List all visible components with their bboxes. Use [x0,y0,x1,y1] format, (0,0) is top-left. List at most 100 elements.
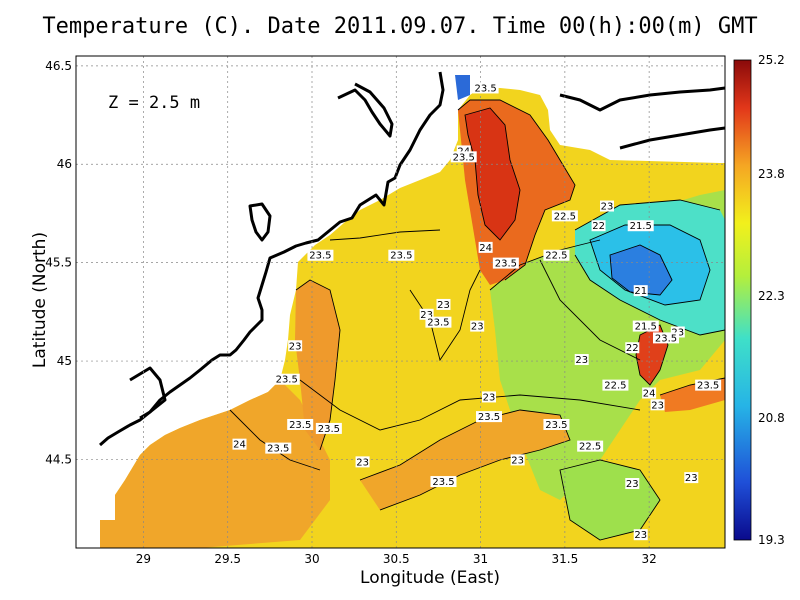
contour-label: 23 [437,300,450,311]
contour-line [295,279,341,451]
x-tick-label: 30 [304,552,319,566]
contour-label: 22 [592,221,605,232]
contour-label: 23 [420,310,433,321]
contour-label-bg [670,326,685,338]
y-tick-label: 46 [57,157,72,171]
contour-label: 23 [356,457,369,468]
contour-label-bg [273,373,300,385]
contour-label: 23.5 [495,259,517,270]
contour-label-bg [265,442,292,454]
contour-label-bg [543,249,570,261]
contour-label-bg [602,379,629,391]
contour-label-bg [632,320,659,332]
x-tick-label: 29.5 [214,552,241,566]
contour-label-bg [591,220,606,232]
contour-label-bg [625,478,640,490]
colorbar-tick-label: 20.8 [758,411,785,425]
contour-label-bg [419,308,434,320]
x-tick-label: 31.5 [551,552,578,566]
contour-label-bg [543,418,570,430]
warm-core-north [465,108,520,240]
contour-label: 23.5 [655,333,677,344]
warm-band-south [360,410,570,510]
contour-label: 23.5 [390,251,412,262]
contour-label-bg [476,411,502,423]
contour-label-bg [232,438,247,450]
cold-eddy-core [610,245,672,295]
contour-label-bg [510,454,525,466]
contour-label: 23 [511,455,524,466]
contour-label-bg [470,320,485,332]
contour-label-bg [315,422,342,434]
y-axis-label: Latitude (North) [30,231,50,369]
coastline-island-west [248,202,272,242]
plot-frame [75,55,726,549]
x-tick-label: 32 [642,552,657,566]
contour-label-bg [388,249,415,261]
colorbar-tick-label: 23.8 [758,167,785,181]
x-tick-label: 29 [136,552,151,566]
contour-label-bg [287,418,314,430]
contour-label: 23.5 [697,381,719,392]
x-tick-labels: 29 29.5 30 30.5 31 31.5 32 [136,552,657,566]
contour-label-bg [625,342,640,354]
contour-label-bg [684,472,699,484]
contour-label-bg [307,249,334,261]
contour-line [329,229,441,241]
chart-title: Temperature (C). Date 2011.09.07. Time 0… [42,14,758,39]
contour-label: 23.5 [276,375,298,386]
contour-label: 23.5 [453,152,475,163]
cold-inshore-patch [455,75,470,100]
warm-band-west [295,280,340,450]
y-tick-label: 44.5 [45,452,72,466]
contour-label-bg [482,391,496,403]
y-tick-labels: 44.5 45 45.5 46 46.5 [45,59,72,467]
contour-label-bg [478,241,493,253]
contour-labels: 23.52423.522.5232221.523.523.52423.522.5… [232,82,722,541]
contour-label-bg [456,145,471,157]
contour-label: 23.5 [267,444,289,455]
warm-band-southwest [100,380,330,548]
contour-label-bg [650,399,665,411]
contour-line [457,99,576,281]
contour-label-bg [577,440,604,452]
contour-label: 23 [575,355,588,366]
contour-label-bg [436,298,451,310]
x-axis-label: Longitude (East) [360,568,500,588]
contour-line [609,244,673,296]
x-tick-label: 31 [473,552,488,566]
coastline-island-north [337,82,394,138]
contour-line [559,459,661,541]
contour-line [539,259,641,361]
colorbar-tick-label: 25.2 [758,53,785,67]
contour-label: 23.5 [545,420,567,431]
contour-line [299,379,641,431]
contour-label-bg [430,476,457,488]
colorbar [733,59,752,541]
contour-label: 23 [685,473,698,484]
coastline-southwest [129,366,167,420]
contour-line [574,199,721,231]
contour-label: 23.5 [478,412,500,423]
contour-label: 23 [651,400,664,411]
y-tick-label: 45.5 [45,256,72,270]
contour-label: 24 [643,388,656,399]
contour-label: 23 [626,479,639,490]
contour-label-bg [627,220,654,232]
colorbar-tick-labels: 25.2 23.8 22.3 20.8 19.3 [758,53,785,547]
contour-label: 22.5 [604,381,626,392]
contour-label-bg [288,340,303,352]
contour-label-bg [574,354,589,366]
contour-label-bg [633,285,648,297]
contour-label: 21.5 [630,221,652,232]
contour-label: 23.5 [432,477,454,488]
contour-label-bg [695,379,722,391]
contour-label: 23 [289,341,302,352]
contour-line [489,239,601,291]
depth-label: Z = 2.5 m [108,93,200,113]
contour-label: 22.5 [554,211,576,222]
contour-label: 23 [483,392,496,403]
contour-label: 21 [634,286,647,297]
contour-label: 22.5 [579,442,601,453]
